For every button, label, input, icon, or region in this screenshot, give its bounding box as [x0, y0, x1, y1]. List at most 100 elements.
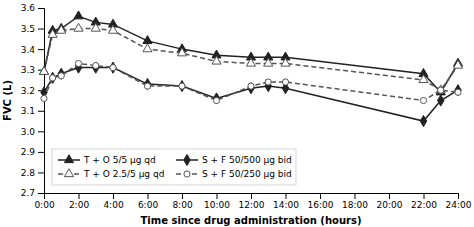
data-point [108, 25, 117, 33]
data-point [74, 23, 83, 31]
data-point [58, 73, 64, 79]
legend-entry: T + O 5/5 μg qd [58, 155, 156, 165]
plot-area: 0:002:004:006:008:0010:0012:0014:0016:00… [21, 3, 472, 210]
legend-entry: T + O 2.5/5 μg qd [58, 169, 164, 179]
legend-swatch-marker [64, 155, 73, 163]
series-line [44, 64, 458, 101]
data-point [39, 66, 48, 74]
legend-frame [52, 149, 296, 185]
x-tick: 20:00 [377, 193, 403, 210]
data-point [74, 11, 83, 19]
series [39, 11, 462, 95]
x-tick-label: 0:00 [34, 200, 54, 210]
data-point [39, 66, 48, 74]
y-tick: 3.2 [21, 86, 44, 96]
y-tick: 3.5 [21, 24, 44, 34]
y-tick-mark [38, 49, 44, 50]
x-tick-label: 20:00 [377, 200, 403, 210]
series [41, 62, 461, 127]
series-group [39, 11, 462, 127]
x-axis-line [45, 194, 459, 200]
y-tick-mark [38, 193, 44, 194]
legend-label: T + O 5/5 μg qd [83, 155, 156, 165]
y-tick: 3.6 [21, 3, 44, 13]
data-point [455, 89, 461, 95]
x-tick-mark [389, 193, 390, 199]
x-tick-label: 6:00 [138, 200, 158, 210]
data-point [455, 85, 461, 96]
y-tick-mark [38, 152, 44, 153]
y-tick: 3.0 [21, 127, 44, 137]
x-axis: 0:002:004:006:008:0010:0012:0014:0016:00… [34, 193, 471, 210]
x-tick-mark [182, 193, 183, 199]
y-tick-label: 2.7 [21, 188, 35, 198]
x-tick-label: 24:00 [446, 200, 472, 210]
y-tick-label: 3.2 [21, 86, 35, 96]
y-tick: 2.7 [21, 188, 44, 198]
x-tick-label: 4:00 [103, 200, 123, 210]
legend-label: S + F 50/500 μg bid [202, 155, 292, 165]
x-tick: 22:00 [411, 193, 437, 210]
data-point [41, 95, 47, 101]
x-tick-mark [424, 193, 425, 199]
data-point [93, 62, 99, 73]
x-tick-label: 22:00 [411, 200, 437, 210]
y-tick-mark [38, 111, 44, 112]
y-tick: 3.4 [21, 44, 44, 54]
x-tick: 4:00 [103, 193, 123, 210]
legend-label: T + O 2.5/5 μg qd [83, 169, 164, 179]
data-point [143, 36, 152, 44]
data-point [246, 58, 255, 66]
legend-entry: S + F 50/500 μg bid [176, 154, 292, 165]
series [41, 60, 461, 103]
y-tick-mark [38, 131, 44, 132]
data-point [213, 93, 219, 104]
y-tick-mark [38, 29, 44, 30]
x-axis-title: Time since drug administration (hours) [141, 215, 362, 226]
data-point [281, 58, 290, 66]
x-tick-label: 10:00 [204, 200, 230, 210]
data-point [420, 97, 426, 103]
legend-swatch-marker [184, 154, 190, 165]
y-tick: 3.1 [21, 106, 44, 116]
y-axis-title: FVC (L) [2, 80, 13, 121]
x-tick-mark [458, 193, 459, 199]
legend-entry: S + F 50/250 μg bid [176, 169, 292, 179]
x-tick: 12:00 [239, 193, 265, 210]
data-point [419, 75, 428, 83]
data-point [110, 62, 116, 73]
y-tick: 2.9 [21, 147, 44, 157]
y-tick-mark [38, 172, 44, 173]
x-tick: 14:00 [273, 193, 299, 210]
data-point [177, 48, 186, 56]
y-tick-label: 3.6 [21, 3, 36, 13]
data-point [282, 79, 288, 85]
x-tick: 0:00 [34, 193, 54, 210]
data-point [248, 83, 254, 94]
data-point [48, 29, 57, 37]
y-tick-label: 3.3 [21, 65, 35, 75]
data-point [179, 81, 185, 92]
x-tick: 18:00 [342, 193, 368, 210]
x-tick-label: 12:00 [239, 200, 265, 210]
x-tick-label: 16:00 [308, 200, 334, 210]
data-point [93, 62, 99, 68]
legend-swatch-marker [64, 169, 73, 177]
y-tick-label: 2.8 [21, 168, 36, 178]
data-point [75, 60, 81, 66]
series-line [44, 16, 458, 92]
y-tick-label: 3.5 [21, 24, 35, 34]
y-tick-label: 2.9 [21, 147, 36, 157]
data-point [436, 85, 445, 93]
x-tick-mark [79, 193, 80, 199]
y-axis: 2.7 2.8 2.9 3.0 3.1 3.2 3.3 3.4 3.5 3.6 [21, 3, 45, 198]
data-point [438, 87, 444, 93]
y-tick-label: 3.4 [21, 44, 36, 54]
x-tick: 16:00 [308, 193, 334, 210]
x-tick-mark [286, 193, 287, 199]
x-tick-mark [113, 193, 114, 199]
x-tick-mark [148, 193, 149, 199]
x-tick: 8:00 [172, 193, 192, 210]
legend: T + O 5/5 μg qd T + O 2.5/5 μg qd S + F 50… [52, 149, 296, 185]
data-point [144, 83, 150, 89]
